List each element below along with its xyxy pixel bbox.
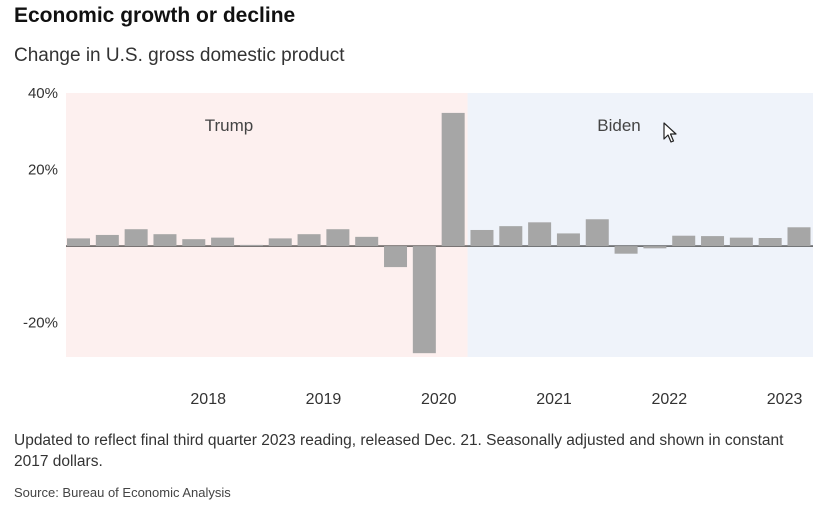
bar-2021-q3 bbox=[556, 233, 580, 247]
x-tick-label: 2020 bbox=[421, 391, 457, 408]
bar-2020-q1 bbox=[384, 246, 408, 268]
region-trump-background bbox=[66, 93, 468, 357]
bar-2020-q4 bbox=[470, 229, 494, 247]
bar-2021-q4 bbox=[585, 219, 609, 247]
chart-source: Source: Bureau of Economic Analysis bbox=[14, 485, 231, 500]
region-biden-background bbox=[467, 93, 813, 357]
bar-2018-q1 bbox=[153, 234, 177, 247]
bar-2022-q2 bbox=[643, 246, 667, 249]
bar-2017-q4 bbox=[124, 229, 148, 247]
x-tick-label: 2018 bbox=[190, 391, 226, 408]
bar-2018-q3 bbox=[211, 237, 235, 247]
chart-note: Updated to reflect final third quarter 2… bbox=[14, 432, 784, 470]
bar-2019-q4 bbox=[355, 236, 379, 247]
x-tick-label: 2019 bbox=[306, 391, 342, 408]
region-label-biden: Biden bbox=[597, 116, 640, 135]
bar-2017-q2 bbox=[67, 238, 90, 247]
bar-2018-q2 bbox=[182, 239, 206, 247]
bar-2022-q3 bbox=[672, 235, 696, 247]
chart-title: Economic growth or decline bbox=[14, 4, 296, 27]
bar-2023-q1 bbox=[729, 237, 753, 247]
region-backgrounds: Trump Biden bbox=[66, 93, 813, 357]
bar-2023-q3 bbox=[787, 227, 811, 247]
bar-2022-q4 bbox=[701, 236, 725, 247]
bars bbox=[67, 112, 811, 354]
chart-subtitle: Change in U.S. gross domestic product bbox=[14, 45, 345, 66]
bar-2018-q4 bbox=[239, 244, 263, 247]
y-tick-label: -20% bbox=[23, 315, 58, 332]
mouse-cursor-icon bbox=[663, 122, 677, 149]
bar-2019-q1 bbox=[268, 238, 292, 247]
bar-2023-q2 bbox=[758, 238, 782, 247]
x-tick-label: 2022 bbox=[652, 391, 688, 408]
bar-2022-q1 bbox=[614, 246, 638, 254]
x-tick-label: 2023 bbox=[767, 391, 803, 408]
region-label-trump: Trump bbox=[205, 116, 254, 135]
bar-2021-q2 bbox=[528, 222, 552, 247]
bar-2021-q1 bbox=[499, 226, 523, 247]
bar-2020-q3 bbox=[441, 112, 465, 247]
gdp-bar-chart: Trump Biden 40%20%-20% 2018 2019 2020 2021 20… bbox=[23, 85, 813, 408]
bar-2019-q2 bbox=[297, 234, 321, 247]
y-tick-label: 20% bbox=[28, 162, 58, 179]
bar-2019-q3 bbox=[326, 229, 350, 247]
x-axis: 2018 2019 2020 2021 2022 2023 bbox=[190, 391, 802, 408]
bar-2020-q2 bbox=[412, 246, 436, 354]
x-tick-label: 2021 bbox=[536, 391, 572, 408]
bar-2017-q3 bbox=[95, 234, 119, 247]
y-tick-label: 40% bbox=[28, 85, 58, 102]
